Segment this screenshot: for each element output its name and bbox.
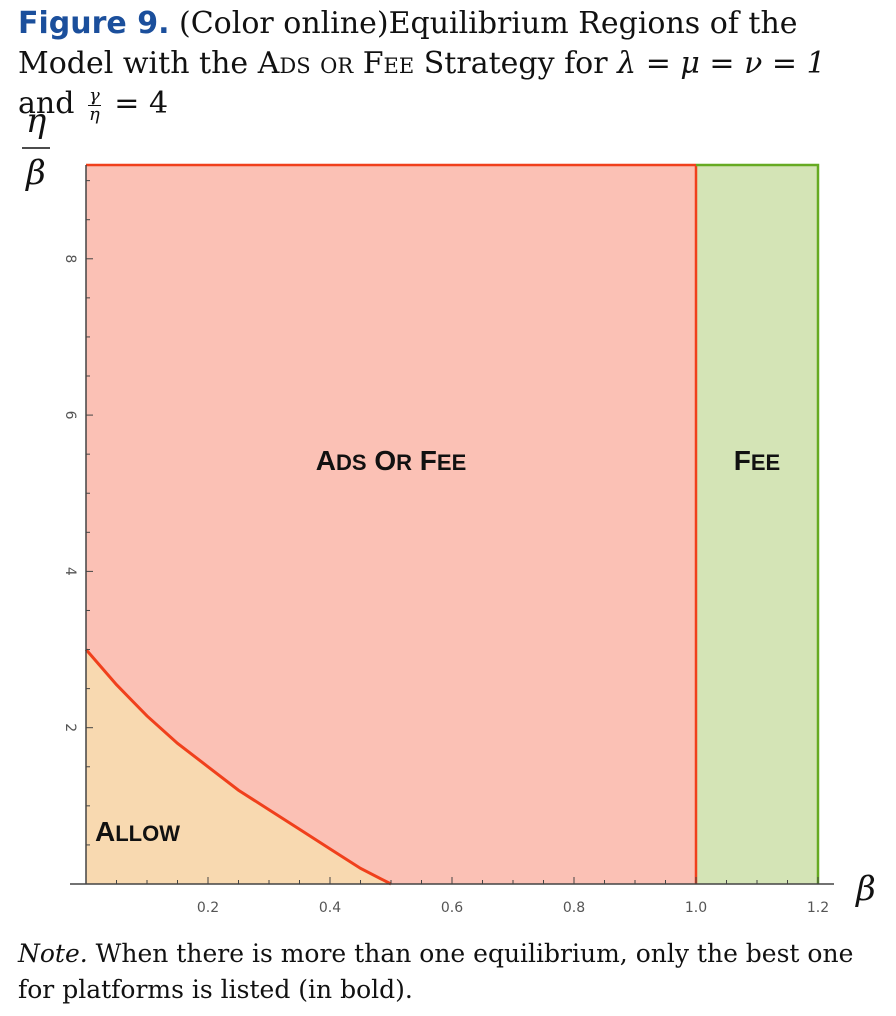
x-tick-label: 1.0 [685, 900, 707, 916]
caption-ratio-value: = 4 [114, 86, 169, 121]
ratio-numerator: γ [87, 84, 101, 106]
region-label-fee: FEE [734, 445, 780, 476]
figure-label: Figure 9. [18, 6, 170, 41]
region-fee [696, 165, 818, 884]
note-text: When there is more than one equilibrium,… [18, 939, 854, 1004]
x-tick-label: 1.2 [807, 900, 829, 916]
caption-text-before: (Color online)Equilibrium Regions of the… [18, 6, 798, 81]
y-axis-label-numerator: η [26, 101, 47, 141]
y-tick-label: 2 [62, 723, 78, 732]
caption-and: and [18, 86, 75, 121]
fee-region-border [696, 163, 820, 884]
y-axis-label: η β [22, 101, 50, 193]
caption-ratio-fraction: γ η [87, 84, 101, 125]
y-tick-label: 4 [62, 567, 78, 576]
equilibrium-chart: 0.2 0.4 0.6 0.8 1.0 1.2 2 4 6 8 ALLOW ADS OR FEE FE… [22, 101, 876, 916]
x-tick-label: 0.6 [441, 900, 463, 916]
caption-strategy: Ads or Fee [257, 46, 415, 81]
x-tick-label: 0.8 [563, 900, 585, 916]
chart-region-labels: ALLOW ADS OR FEE FEE [95, 445, 780, 847]
ratio-denominator: η [88, 103, 100, 125]
caption-text-middle: Strategy for [423, 46, 608, 81]
y-tick-label: 6 [62, 411, 78, 420]
allow-boundary-curve [84, 648, 392, 886]
figure-note: Note. When there is more than one equili… [18, 936, 888, 1008]
x-tick-label: 0.2 [197, 900, 219, 916]
chart-regions [86, 165, 818, 884]
chart-axes: 0.2 0.4 0.6 0.8 1.0 1.2 2 4 6 8 [62, 165, 834, 916]
region-label-allow: ALLOW [95, 816, 180, 847]
region-allow [86, 649, 391, 884]
caption-params: λ = μ = ν = 1 [617, 46, 826, 81]
y-tick-label: 8 [62, 254, 78, 263]
x-axis-label: β [854, 869, 876, 909]
figure-caption: Figure 9. (Color online)Equilibrium Regi… [18, 4, 888, 124]
note-label: Note. [18, 939, 88, 968]
region-label-ads-or-fee: ADS OR FEE [316, 445, 467, 476]
x-tick-label: 0.4 [319, 900, 341, 916]
chart-borders [84, 163, 820, 886]
y-axis-label-denominator: β [24, 153, 46, 193]
